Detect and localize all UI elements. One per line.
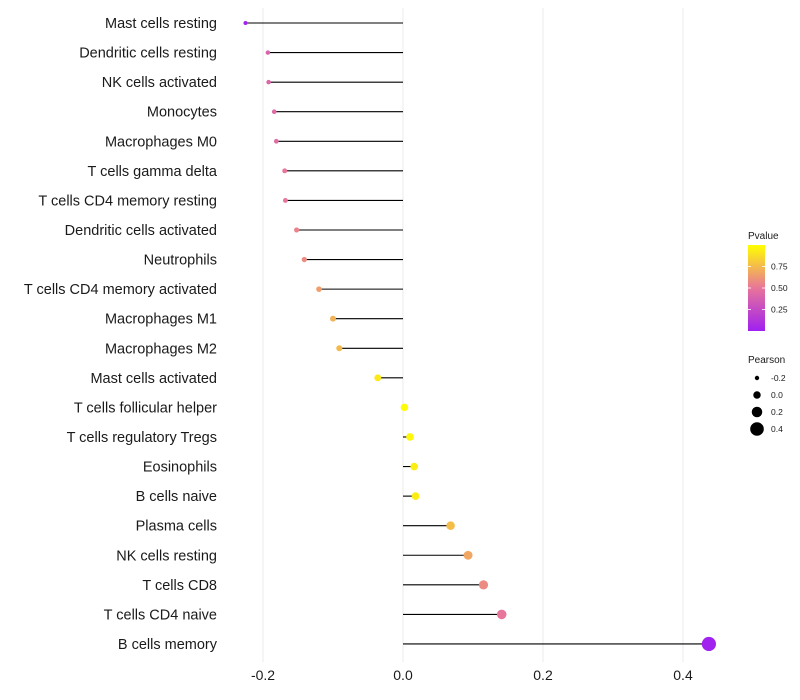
category-label: B cells memory xyxy=(118,637,218,653)
pearson-legend-dot xyxy=(754,375,760,381)
x-tick-label: -0.2 xyxy=(251,667,275,683)
x-tick-label: 0.0 xyxy=(393,667,413,683)
category-label: B cells naive xyxy=(136,489,217,505)
lollipop-point xyxy=(266,79,271,85)
lollipop-point xyxy=(243,20,248,26)
grid-layer xyxy=(262,8,684,662)
category-label: T cells CD8 xyxy=(142,578,217,594)
pvalue-legend-title: Pvalue xyxy=(748,231,779,242)
lollipop-point xyxy=(446,521,455,530)
colorbar-tick-label: 0.50 xyxy=(771,283,788,293)
lollipop-point xyxy=(316,286,322,292)
category-label: Plasma cells xyxy=(136,519,217,535)
lollipop-point xyxy=(463,550,473,560)
pvalue-colorbar xyxy=(748,245,765,331)
colorbar-tick-label: 0.75 xyxy=(771,262,788,272)
pearson-legend: Pearson -0.2 0.0 0.2 0.4 xyxy=(748,355,786,436)
lollipop-point xyxy=(496,609,507,620)
pearson-legend-label: -0.2 xyxy=(771,373,786,383)
category-label: T cells regulatory Tregs xyxy=(67,430,217,446)
category-label: Mast cells activated xyxy=(90,371,217,387)
lollipop-point xyxy=(330,315,336,322)
category-label: T cells CD4 memory resting xyxy=(38,193,217,209)
category-label: Dendritic cells resting xyxy=(79,46,217,62)
colorbar-tick-label: 0.25 xyxy=(771,305,788,315)
lollipop-point xyxy=(478,580,489,590)
category-label: T cells follicular helper xyxy=(74,400,217,416)
point-layer xyxy=(243,20,716,652)
lollipop-point xyxy=(406,433,414,441)
pvalue-legend: Pvalue 0.25 0.50 0.75 xyxy=(748,231,788,331)
pearson-legend-dot xyxy=(750,422,764,436)
x-axis-ticks: -0.2 0.0 0.2 0.4 xyxy=(251,667,693,683)
x-tick-label: 0.2 xyxy=(533,667,553,683)
category-labels: Mast cells resting Dendritic cells restin… xyxy=(24,16,218,653)
lollipop-point xyxy=(282,197,288,203)
category-label: Eosinophils xyxy=(143,460,217,476)
lollipop-point xyxy=(282,168,288,174)
lollipop-point xyxy=(265,50,271,55)
category-label: Mast cells resting xyxy=(105,16,217,32)
lollipop-point xyxy=(410,462,419,471)
category-label: Dendritic cells activated xyxy=(65,223,217,239)
lollipop-point xyxy=(301,256,307,263)
pearson-legend-label: 0.4 xyxy=(771,424,783,434)
category-label: NK cells activated xyxy=(102,75,217,91)
lollipop-point xyxy=(701,636,716,652)
category-label: Neutrophils xyxy=(144,253,217,269)
stem-layer xyxy=(245,22,709,645)
lollipop-point xyxy=(374,374,382,382)
category-label: Macrophages M2 xyxy=(105,341,217,357)
category-label: NK cells resting xyxy=(116,548,217,564)
category-label: T cells CD4 memory activated xyxy=(24,282,217,298)
lollipop-point xyxy=(273,138,279,144)
lollipop-point xyxy=(411,492,420,500)
lollipop-point xyxy=(294,227,300,233)
pearson-legend-label: 0.0 xyxy=(771,390,783,400)
lollipop-point xyxy=(400,403,409,412)
pearson-legend-dot xyxy=(753,391,761,399)
lollipop-point xyxy=(336,345,343,352)
category-label: Macrophages M0 xyxy=(105,134,217,150)
pearson-legend-dot xyxy=(751,406,763,418)
category-label: Monocytes xyxy=(147,105,217,121)
pearson-legend-label: 0.2 xyxy=(771,407,783,417)
category-label: Macrophages M1 xyxy=(105,312,217,328)
pearson-legend-title: Pearson xyxy=(748,355,785,366)
lollipop-point xyxy=(271,109,277,115)
category-label: T cells gamma delta xyxy=(88,164,218,180)
x-tick-label: 0.4 xyxy=(673,667,693,683)
category-label: T cells CD4 naive xyxy=(104,607,217,623)
